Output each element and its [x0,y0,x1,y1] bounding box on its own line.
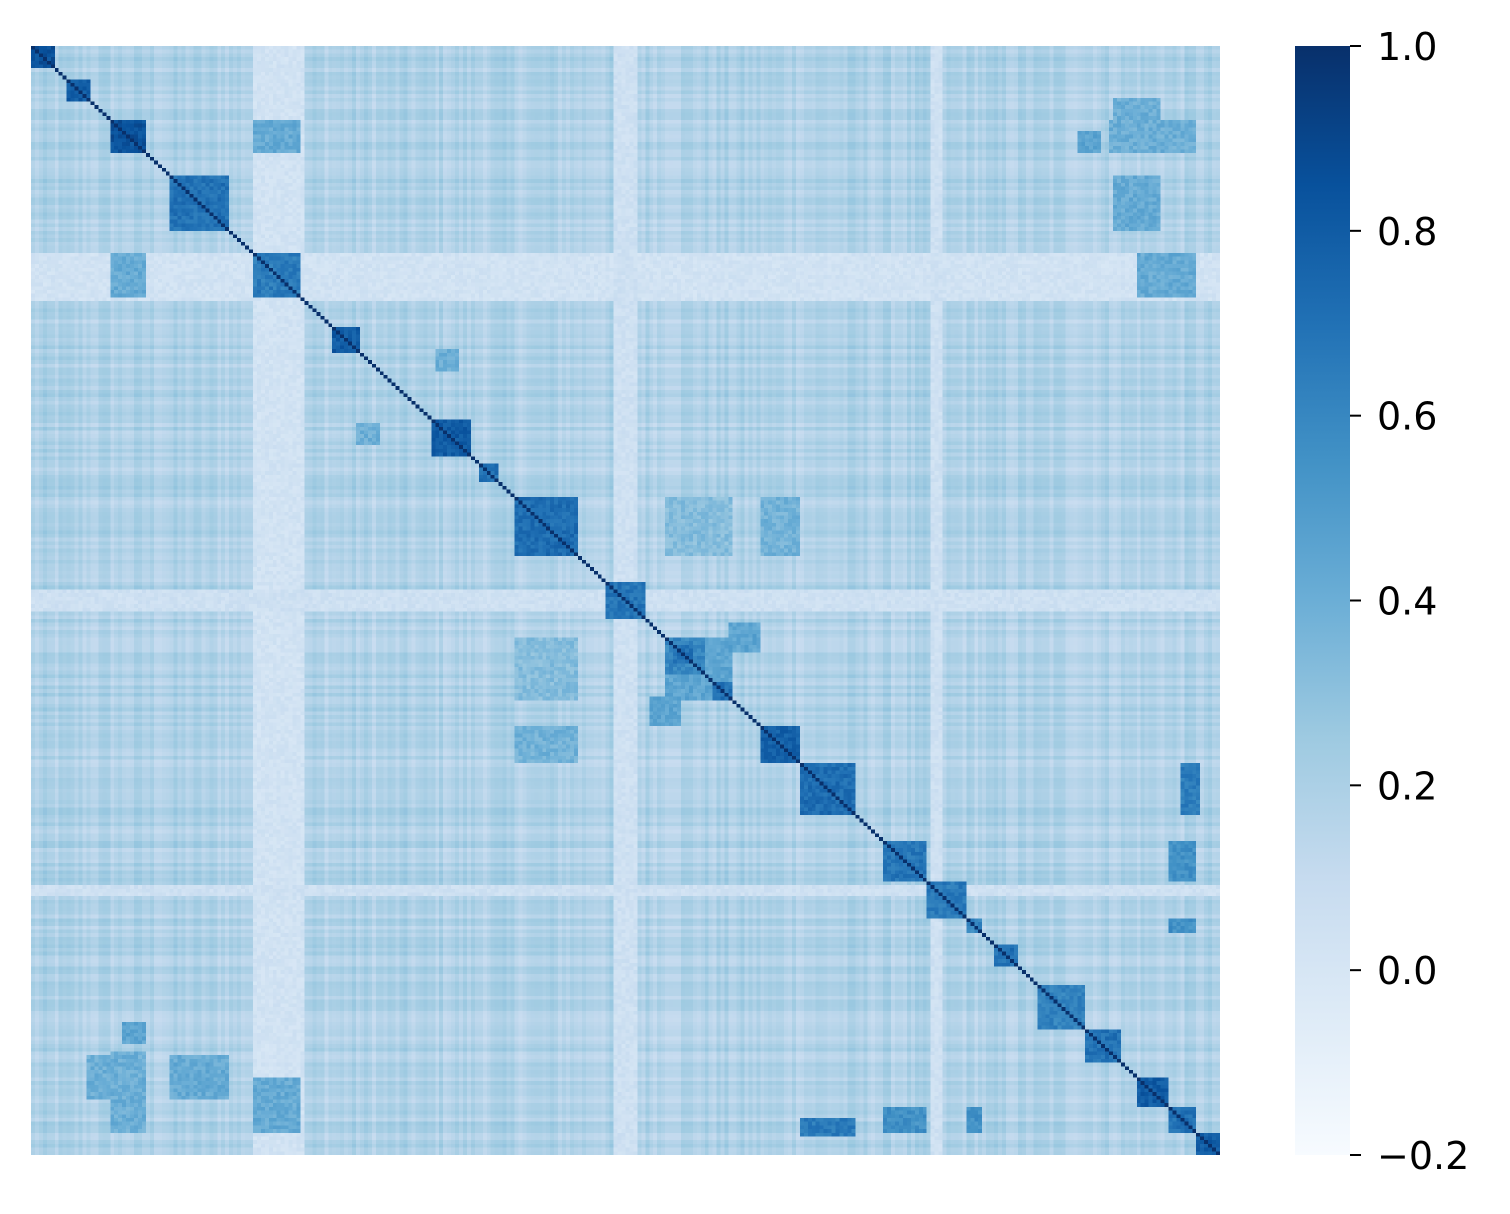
colorbar-tick-label: 0.6 [1377,395,1437,439]
correlation-matrix [31,46,1220,1155]
colorbar-tick-label: 0.4 [1377,580,1437,624]
colorbar-tick-label: 0.0 [1377,949,1437,993]
colorbar [1295,46,1350,1155]
colorbar-gradient [1295,46,1350,1155]
heatmap-cells [31,46,1220,1155]
colorbar-tick-label: 1.0 [1377,25,1437,69]
colorbar-tick-label: −0.2 [1377,1134,1469,1178]
colorbar-ticks: 1.0 0.8 0.6 0.4 0.2 0.0 −0.2 [1350,25,1469,1178]
colorbar-tick-label: 0.8 [1377,210,1437,254]
colorbar-tick-label: 0.2 [1377,764,1437,808]
